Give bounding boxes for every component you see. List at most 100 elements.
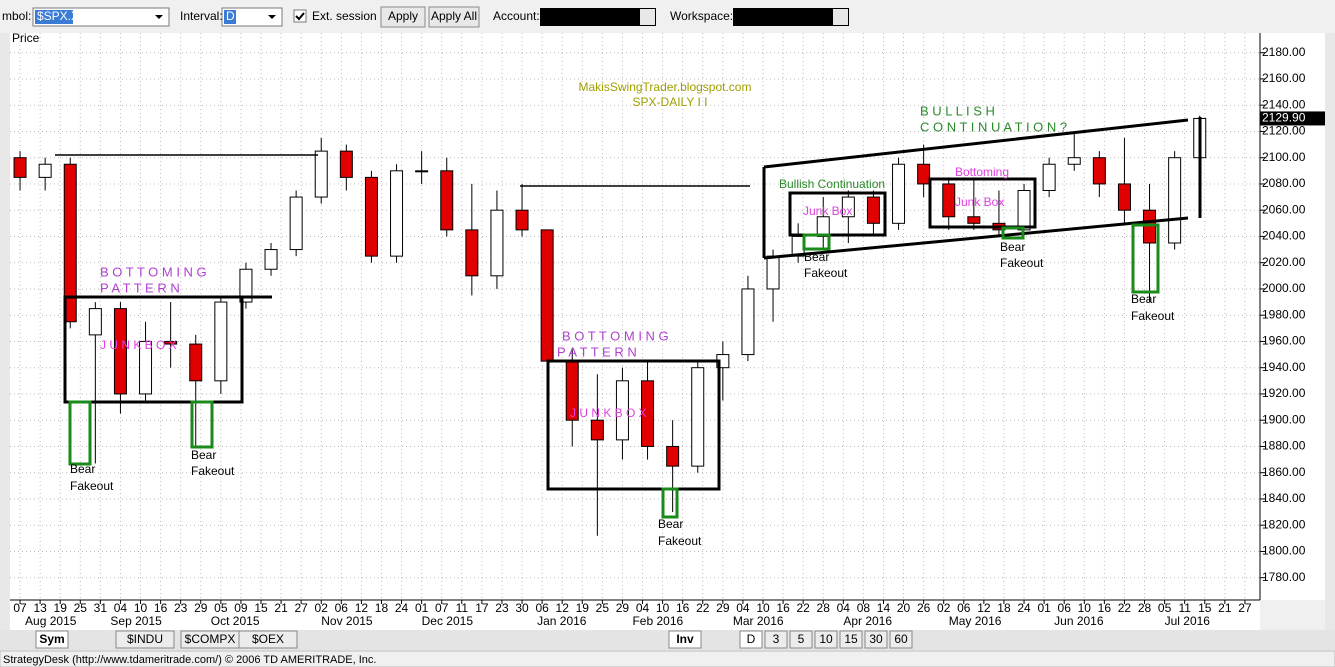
- candle-body: [1067, 157, 1081, 165]
- y-tick-label: 1980.00: [1262, 307, 1306, 321]
- interval-tab-label[interactable]: D: [747, 632, 756, 646]
- candle-body: [164, 340, 178, 345]
- x-tick-label: 11: [1178, 601, 1191, 615]
- x-tick-label: 04: [736, 601, 750, 615]
- last-price-label: 2129.90: [1262, 111, 1306, 125]
- tab-label[interactable]: $INDU: [127, 632, 163, 646]
- interval-tab-label[interactable]: 15: [844, 632, 858, 646]
- symbol-label: mbol:: [2, 9, 31, 23]
- x-tick-label: 05: [1158, 601, 1172, 615]
- workspace-combo[interactable]: [733, 8, 849, 26]
- candle-body: [139, 340, 153, 395]
- y-tick-label: 2020.00: [1262, 255, 1306, 269]
- x-tick-label: 07: [435, 601, 449, 615]
- interval-tab[interactable]: [739, 630, 763, 649]
- x-tick-label: 18: [375, 601, 389, 615]
- interval-tab[interactable]: [814, 630, 838, 649]
- x-tick-label: 12: [355, 601, 369, 615]
- x-tick-label: 15: [1198, 601, 1212, 615]
- annotation: Fakeout: [1000, 256, 1044, 270]
- x-tick-label: 04: [636, 601, 650, 615]
- tab[interactable]: [238, 630, 298, 649]
- interval-tab-label[interactable]: 3: [773, 632, 780, 646]
- x-tick-label: 29: [194, 601, 208, 615]
- account-combo[interactable]: [540, 8, 656, 26]
- candle-body: [415, 170, 429, 173]
- interval-tab-label[interactable]: 60: [894, 632, 908, 646]
- candle-body: [214, 301, 228, 382]
- annotation: B O T T O M I N G: [100, 264, 207, 279]
- last-price-tag: [1260, 111, 1325, 126]
- apply-all-label[interactable]: Apply All: [431, 9, 477, 23]
- x-tick-label: 26: [917, 601, 931, 615]
- candle-body: [38, 163, 52, 178]
- tab-label[interactable]: $COMPX: [185, 632, 236, 646]
- interval-tab[interactable]: [789, 630, 813, 649]
- symbol-value[interactable]: $SPX.X: [37, 9, 79, 23]
- candle-body: [1092, 157, 1106, 185]
- annotation: Junk Box: [955, 195, 1004, 209]
- annotation: Fakeout: [191, 464, 235, 478]
- x-tick-label: 24: [395, 601, 409, 615]
- fakeout-box: [661, 487, 679, 519]
- y-tick-label: 2180.00: [1262, 45, 1306, 59]
- candle-body: [641, 380, 655, 447]
- candle-body: [13, 157, 27, 178]
- fakeout-box: [802, 233, 831, 251]
- candle-body: [364, 176, 378, 257]
- interval-tab-label[interactable]: 10: [819, 632, 833, 646]
- status-text: StrategyDesk (http://www.tdameritrade.co…: [3, 654, 376, 666]
- candle-body: [666, 445, 680, 467]
- x-tick-label: 27: [1238, 601, 1252, 615]
- tab-label[interactable]: Sym: [39, 632, 64, 646]
- tab[interactable]: [668, 630, 702, 649]
- tab[interactable]: [35, 630, 69, 649]
- interval-tab[interactable]: [864, 630, 888, 649]
- apply-label[interactable]: Apply: [388, 9, 418, 23]
- interval-value[interactable]: D: [226, 9, 235, 23]
- annotation: J U N K B O X: [570, 406, 647, 420]
- x-tick-label: 10: [134, 601, 148, 615]
- y-tick-label: 1900.00: [1262, 412, 1306, 426]
- junk-box: [546, 359, 721, 491]
- month-label: Feb 2016: [632, 614, 683, 628]
- interval-combo[interactable]: [221, 7, 283, 27]
- apply-all-button[interactable]: [428, 6, 480, 28]
- tab-label[interactable]: $OEX: [252, 632, 284, 646]
- candle-body: [113, 308, 127, 395]
- y-tick-label: 1780.00: [1262, 570, 1306, 584]
- x-tick-label: 16: [676, 601, 690, 615]
- symbol-selection: [35, 10, 73, 24]
- price-axis: [1260, 33, 1325, 600]
- interval-tab[interactable]: [889, 630, 913, 649]
- x-tick-label: 14: [877, 601, 891, 615]
- interval-tab-label[interactable]: 30: [869, 632, 883, 646]
- candle-body: [314, 150, 328, 198]
- y-tick-label: 1820.00: [1262, 517, 1306, 531]
- apply-button[interactable]: [380, 6, 426, 28]
- annotation: Bear: [1131, 292, 1156, 306]
- x-tick-label: 10: [1078, 601, 1092, 615]
- candle-body: [490, 209, 504, 277]
- x-tick-label: 05: [214, 601, 228, 615]
- ext-session-label[interactable]: Ext. session: [312, 9, 377, 23]
- chart-subtitle: SPX-DAILY I I: [633, 95, 708, 109]
- annotation: Bottoming: [955, 165, 1009, 179]
- x-tick-label: 29: [716, 601, 730, 615]
- x-tick-label: 09: [234, 601, 248, 615]
- interval-tab[interactable]: [764, 630, 788, 649]
- tab-bar: [0, 630, 1335, 650]
- date-axis: [10, 600, 1260, 630]
- month-label: Dec 2015: [422, 614, 474, 628]
- candle-body: [1042, 163, 1056, 191]
- candle-body: [63, 163, 77, 323]
- tab[interactable]: [115, 630, 175, 649]
- tab-label[interactable]: Inv: [676, 632, 694, 646]
- x-tick-label: 27: [294, 601, 308, 615]
- ext-session-checkbox[interactable]: [293, 9, 307, 23]
- candle-body: [1117, 183, 1131, 211]
- interval-tab[interactable]: [839, 630, 863, 649]
- x-tick-label: 30: [515, 601, 529, 615]
- dropdown-button: [833, 9, 848, 25]
- interval-tab-label[interactable]: 5: [798, 632, 805, 646]
